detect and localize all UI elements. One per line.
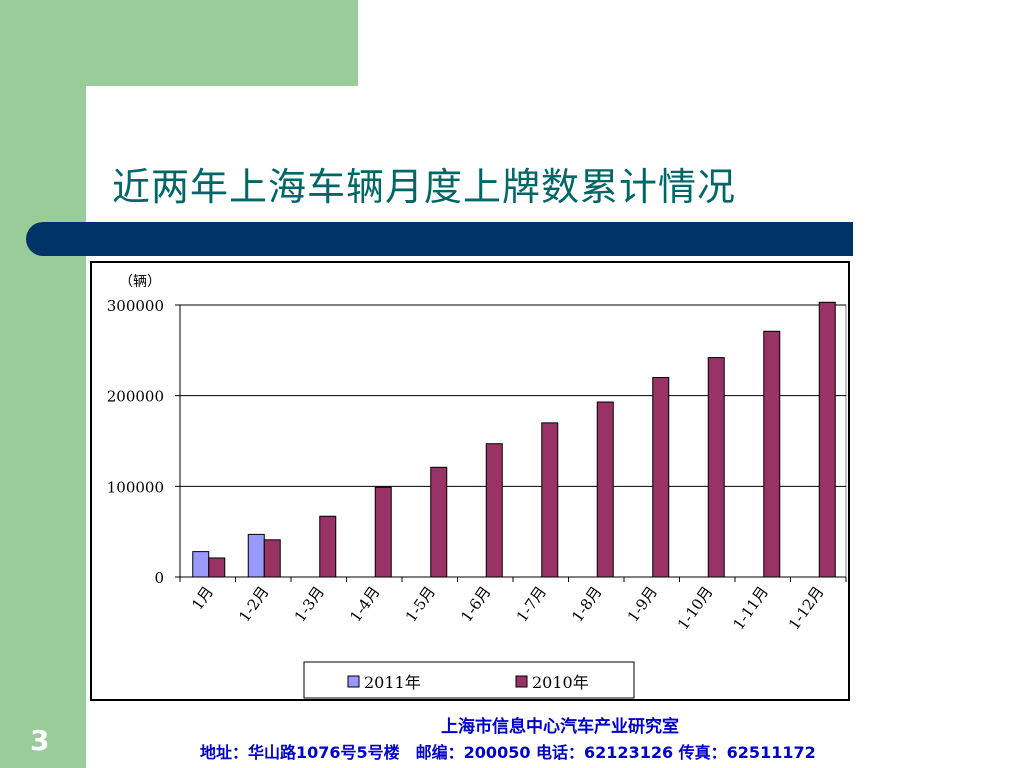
footer-organization: 上海市信息中心汽车产业研究室 (441, 717, 679, 737)
x-category-label: 1-4月 (346, 583, 383, 625)
legend-label: 2010年 (532, 673, 589, 692)
x-category-label: 1-9月 (624, 583, 661, 625)
x-category-label: 1月 (188, 583, 217, 613)
y-tick-label: 100000 (107, 478, 164, 496)
x-category-label: 1-8月 (568, 583, 605, 625)
x-category-label: 1-6月 (457, 583, 494, 625)
plot-area (179, 304, 847, 578)
y-tick-label: 300000 (107, 297, 164, 315)
x-category-label: 1-11月 (729, 583, 772, 633)
legend-label: 2011年 (364, 673, 421, 692)
legend-swatch-2011 (347, 675, 360, 688)
title-underline-bar (26, 222, 853, 256)
slide-title: 近两年上海车辆月度上牌数累计情况 (112, 165, 737, 209)
x-category-label: 1-12月 (785, 583, 828, 633)
bar-2010 (430, 466, 448, 578)
green-side-band (0, 0, 86, 768)
y-axis-label: （辆） (119, 274, 161, 290)
bar-2011 (247, 533, 265, 578)
page-number: 3 (30, 724, 50, 757)
bar-2010 (263, 539, 281, 578)
green-top-band (0, 0, 358, 86)
bar-2010 (208, 557, 226, 578)
bar-2010 (818, 301, 836, 578)
y-tick-label: 200000 (107, 388, 164, 406)
footer-contact: 地址：华山路1076号5号楼 邮编：200050 电话：62123126 传真：… (200, 743, 816, 762)
x-category-label: 1-7月 (513, 583, 550, 625)
x-category-label: 1-5月 (402, 583, 439, 625)
bar-2010 (652, 377, 670, 578)
x-category-label: 1-3月 (291, 583, 328, 625)
bar-2010 (596, 401, 614, 578)
bar-2011 (192, 551, 210, 578)
bar-2010 (374, 486, 392, 578)
bar-2010 (541, 422, 559, 578)
y-tick-label: 0 (154, 569, 164, 587)
bar-2010 (763, 330, 781, 578)
bar-2010 (319, 515, 337, 578)
bar-2010 (485, 443, 503, 578)
x-category-label: 1-10月 (674, 583, 717, 633)
bar-2010 (707, 357, 725, 578)
x-category-label: 1-2月 (235, 583, 272, 625)
legend-swatch-2010 (515, 675, 528, 688)
